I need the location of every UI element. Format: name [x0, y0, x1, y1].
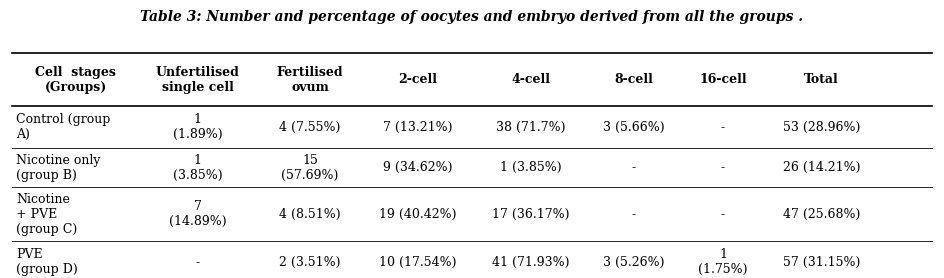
Text: 1
(1.75%): 1 (1.75%): [699, 248, 748, 276]
Text: Unfertilised
single cell: Unfertilised single cell: [156, 66, 240, 94]
Text: Control (group
A): Control (group A): [16, 113, 110, 141]
Text: 2 (3.51%): 2 (3.51%): [279, 256, 341, 269]
Text: 8-cell: 8-cell: [615, 73, 653, 86]
Text: 19 (40.42%): 19 (40.42%): [379, 208, 457, 221]
Text: Nicotine only
(group B): Nicotine only (group B): [16, 153, 100, 182]
Text: 47 (25.68%): 47 (25.68%): [783, 208, 860, 221]
Text: 2-cell: 2-cell: [398, 73, 437, 86]
Text: Table 3: Number and percentage of oocytes and embryo derived from all the groups: Table 3: Number and percentage of oocyte…: [141, 10, 803, 24]
Text: 17 (36.17%): 17 (36.17%): [492, 208, 569, 221]
Text: -: -: [632, 208, 636, 221]
Text: 4 (8.51%): 4 (8.51%): [279, 208, 341, 221]
Text: PVE
(group D): PVE (group D): [16, 248, 77, 276]
Text: Cell  stages
(Groups): Cell stages (Groups): [35, 66, 116, 94]
Text: -: -: [195, 256, 199, 269]
Text: 41 (71.93%): 41 (71.93%): [492, 256, 569, 269]
Text: Fertilised
ovum: Fertilised ovum: [277, 66, 344, 94]
Text: 3 (5.26%): 3 (5.26%): [603, 256, 665, 269]
Text: 4-cell: 4-cell: [511, 73, 550, 86]
Text: 38 (71.7%): 38 (71.7%): [496, 121, 565, 134]
Text: 15
(57.69%): 15 (57.69%): [281, 153, 339, 182]
Text: 7
(14.89%): 7 (14.89%): [169, 200, 227, 228]
Text: -: -: [632, 161, 636, 174]
Text: 10 (17.54%): 10 (17.54%): [379, 256, 457, 269]
Text: -: -: [721, 208, 725, 221]
Text: 16-cell: 16-cell: [700, 73, 747, 86]
Text: -: -: [721, 161, 725, 174]
Text: 9 (34.62%): 9 (34.62%): [383, 161, 453, 174]
Text: -: -: [721, 121, 725, 134]
Text: Total: Total: [804, 73, 839, 86]
Text: Nicotine
+ PVE
(group C): Nicotine + PVE (group C): [16, 193, 77, 236]
Text: 4 (7.55%): 4 (7.55%): [279, 121, 341, 134]
Text: 3 (5.66%): 3 (5.66%): [603, 121, 665, 134]
Text: 26 (14.21%): 26 (14.21%): [783, 161, 860, 174]
Text: 1
(1.89%): 1 (1.89%): [173, 113, 223, 141]
Text: 57 (31.15%): 57 (31.15%): [783, 256, 860, 269]
Text: 1 (3.85%): 1 (3.85%): [499, 161, 562, 174]
Text: 1
(3.85%): 1 (3.85%): [173, 153, 223, 182]
Text: 7 (13.21%): 7 (13.21%): [383, 121, 453, 134]
Text: 53 (28.96%): 53 (28.96%): [783, 121, 860, 134]
